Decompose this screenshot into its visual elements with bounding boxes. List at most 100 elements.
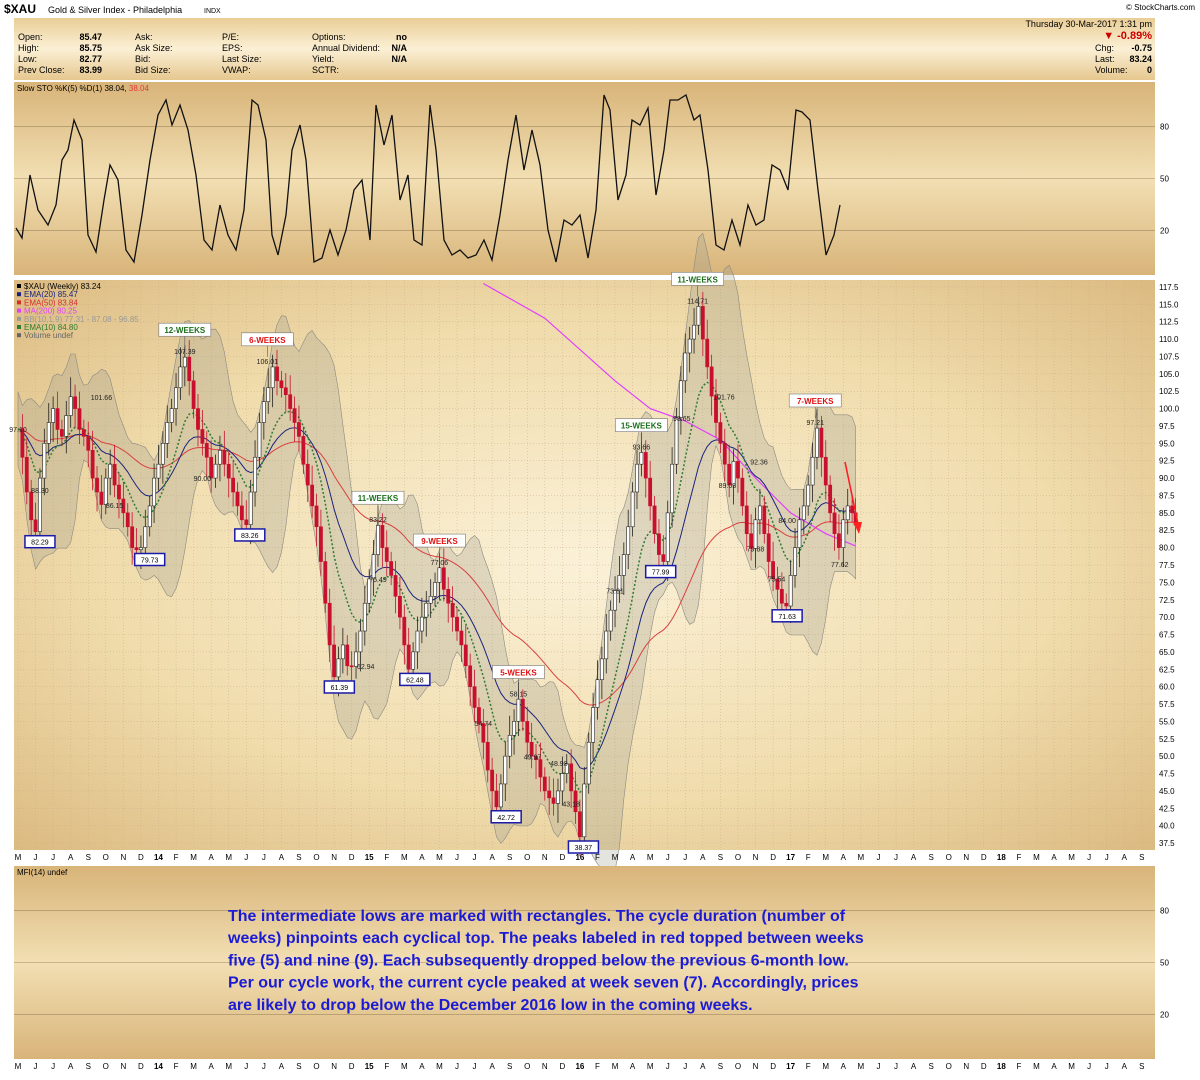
bollinger-band [17, 232, 856, 880]
month-tick-label: N [120, 853, 126, 862]
mfi-legend: MFI(14) undef [17, 868, 68, 877]
candle-body [744, 505, 749, 535]
quote-fields: Open: 85.47 High: 85.75 Low: 82.77 Prev Close:… [18, 32, 1152, 75]
month-tick-label: M [858, 853, 865, 862]
month-tick-label: M [15, 853, 22, 862]
month-tick-label: M [190, 1062, 197, 1071]
legend-swatch [17, 284, 21, 288]
candle-body [793, 547, 797, 576]
candle-body [657, 533, 661, 555]
cycle-low-box [323, 680, 356, 694]
candle-body [556, 790, 560, 804]
cycle-peak-box [241, 332, 294, 347]
month-tick-label: 16 [575, 853, 584, 862]
month-tick-label: A [700, 1062, 706, 1071]
candle-body [389, 561, 394, 576]
candle-body [797, 519, 802, 548]
candle-body [178, 366, 183, 389]
candle-body [380, 525, 385, 548]
candle-body [599, 658, 604, 680]
month-tick-label: A [1122, 1062, 1128, 1071]
price-tick-label: 115.0 [1159, 300, 1179, 309]
cycle-low-label: 42.72 [497, 815, 515, 822]
price-point-label: 97.10 [9, 427, 27, 434]
month-tick-label: M [612, 1062, 619, 1071]
price-tick-label: 80.0 [1159, 544, 1175, 553]
cycle-low-box [644, 564, 677, 579]
symbol-title: $XAU [4, 2, 36, 16]
candle-body [665, 512, 670, 562]
month-tick-label: S [718, 853, 723, 862]
cycle-peak-value: 107.39 [174, 349, 196, 356]
month-tick-label: N [753, 853, 759, 862]
candle-body [275, 366, 279, 382]
candle-body [468, 665, 473, 687]
candle-body [218, 450, 222, 465]
candle-body [512, 721, 516, 736]
quote-value: 85.75 [79, 43, 102, 53]
month-tick-label: J [51, 1062, 55, 1071]
month-tick-label: F [1016, 1062, 1021, 1071]
candle-body [635, 463, 639, 493]
month-tick-label: O [524, 1062, 530, 1071]
month-tick-label: 17 [786, 1062, 795, 1071]
quote-value: N/A [392, 43, 408, 53]
candle-body [507, 735, 512, 757]
month-tick-label: J [34, 853, 38, 862]
month-tick-label: M [1033, 1062, 1040, 1071]
quote-panel [14, 18, 1155, 80]
month-tick-label: F [384, 853, 389, 862]
chart-header: $XAU Gold & Silver Index - Philadelphia … [4, 2, 1195, 80]
mfi-panel: 20 50 80 MFI(14) undef The intermediate lo… [14, 866, 1169, 1059]
candle-body [125, 512, 130, 528]
month-tick-label: O [735, 853, 741, 862]
price-tick-label: 105.0 [1159, 370, 1180, 379]
price-tick-label: 97.5 [1159, 422, 1175, 431]
candle-body [736, 461, 740, 479]
candle-body [643, 452, 648, 479]
month-tick-label: J [876, 853, 880, 862]
price-tick-label: 77.5 [1159, 561, 1175, 570]
quote-value: -0.75 [1131, 43, 1152, 53]
legend-swatch [17, 292, 21, 297]
candle-body [529, 741, 534, 757]
candle-body [749, 533, 754, 549]
month-tick-label: A [1122, 853, 1128, 862]
candle-body [362, 602, 367, 632]
candle-body [59, 429, 64, 437]
price-panel: 37.5 40.0 42.5 45.0 47.5 50.0 52.5 55.0 57.5 60.0… [9, 232, 1180, 880]
month-tick-label: J [683, 853, 687, 862]
month-axis-bottom: M J J A S O N D 14 F M A M J J A S O N D 15 F M A M J J A S O N D 16 F M A M… [15, 1062, 1145, 1071]
candle-body [455, 616, 459, 632]
legend-entry: MA(200) 80.25 [24, 307, 77, 316]
candle-body [498, 783, 503, 808]
candle-body [305, 463, 310, 486]
quote-value: no [396, 32, 407, 42]
month-tick-label: N [963, 1062, 969, 1071]
quote-label: Volume: [1095, 65, 1128, 75]
candle-body [182, 356, 187, 368]
quote-label: Open: [18, 32, 43, 42]
cycle-low-boxes: 82.29 79.73 83.26 61.39 62.48 42.72 38.37 77.99… [24, 528, 803, 854]
stochastic-legend-d: 38.04 [129, 84, 150, 93]
candle-body [700, 306, 705, 340]
month-tick-label: F [174, 853, 179, 862]
cycle-low-label: 62.48 [406, 677, 424, 684]
price-tick-label: 50.0 [1159, 752, 1175, 761]
month-tick-label: A [68, 1062, 74, 1071]
candle-body [604, 630, 609, 660]
month-tick-label: F [595, 853, 600, 862]
candle-body [73, 396, 77, 409]
month-tick-label: O [103, 853, 109, 862]
cycle-peak-label: 7-WEEKS [797, 397, 834, 406]
cycle-peak-box [492, 665, 545, 679]
candle-body [758, 505, 762, 521]
cycle-low-label: 38.37 [575, 845, 593, 852]
cycle-peak-value: 106.01 [257, 359, 279, 366]
candle-body [516, 698, 521, 722]
quote-value: N/A [392, 54, 408, 64]
cycle-low-box [399, 672, 431, 687]
candle-body [283, 387, 288, 395]
month-tick-label: J [1105, 853, 1109, 862]
